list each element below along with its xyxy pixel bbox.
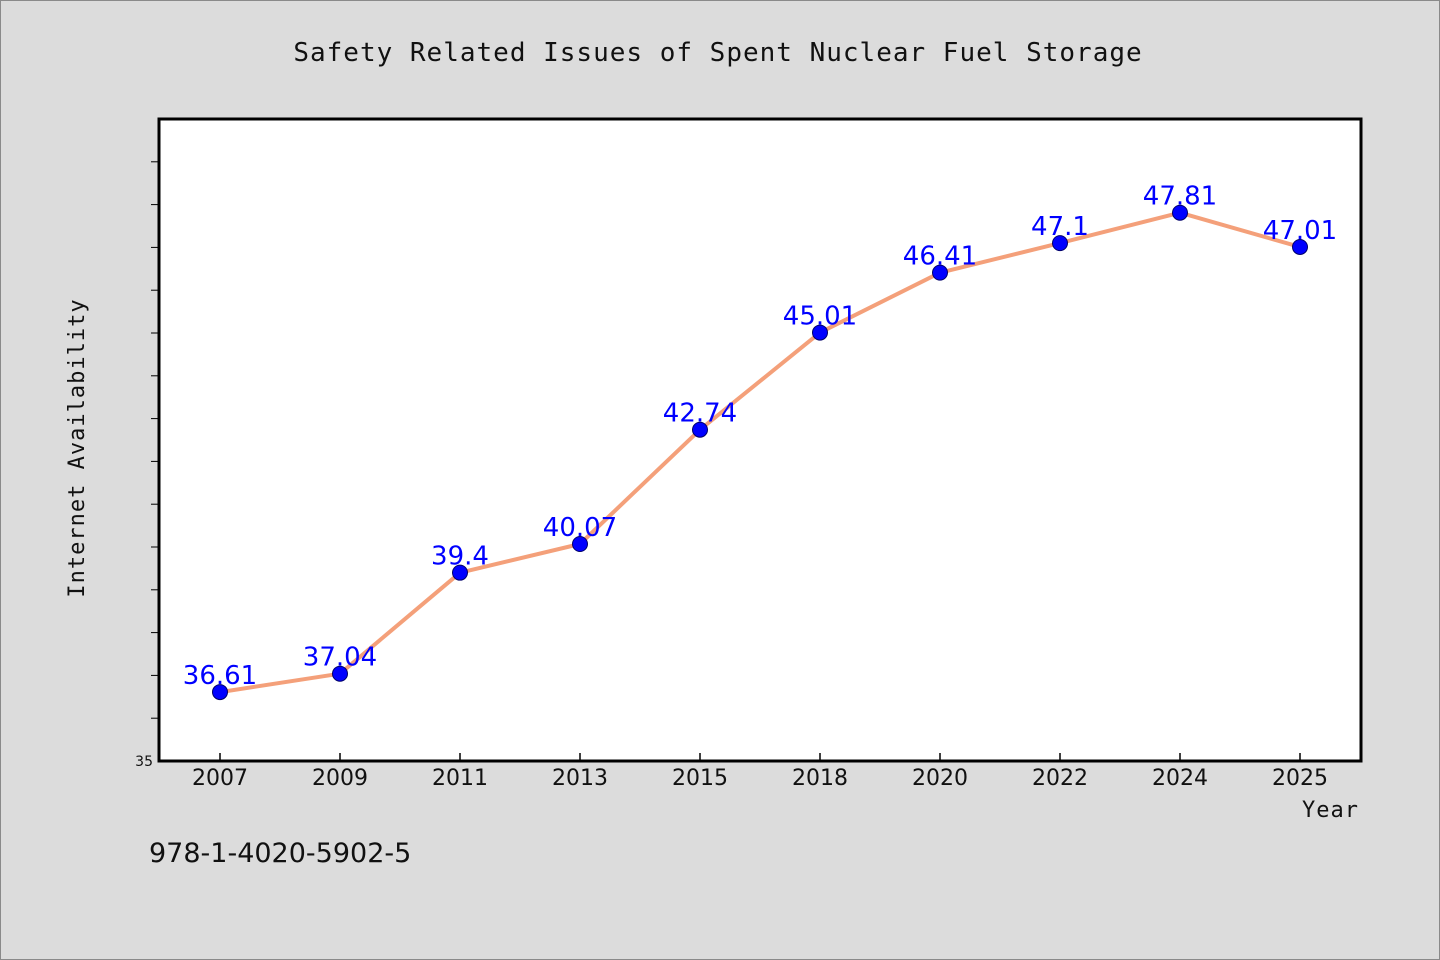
x-axis-title: Year xyxy=(1302,798,1359,823)
chart-title: Safety Related Issues of Spent Nuclear F… xyxy=(293,38,1142,68)
x-tick-label: 2018 xyxy=(792,766,848,791)
data-point xyxy=(212,684,228,701)
x-tick-label: 2020 xyxy=(912,766,968,791)
x-axis-ticks xyxy=(219,753,1301,762)
data-point xyxy=(692,421,708,438)
y-axis-title: Internet Availability xyxy=(65,298,90,597)
data-label: 39.4 xyxy=(431,542,489,572)
x-tick-label: 2011 xyxy=(432,766,488,791)
data-point xyxy=(332,665,348,682)
x-tick-label: 2024 xyxy=(1152,766,1208,791)
x-tick-label: 2022 xyxy=(1032,766,1088,791)
data-point xyxy=(1052,235,1068,252)
series-line xyxy=(218,210,1302,695)
x-tick-label: 2025 xyxy=(1272,766,1328,791)
data-point xyxy=(1172,204,1188,221)
y-axis-min-label: 35 xyxy=(135,754,153,770)
footer-isbn: 978-1-4020-5902-5 xyxy=(149,838,411,869)
data-point xyxy=(572,536,588,553)
x-tick-label: 2013 xyxy=(552,766,608,791)
data-point xyxy=(932,264,948,281)
data-label: 47.1 xyxy=(1031,212,1089,242)
data-label: 37.04 xyxy=(303,643,377,673)
y-axis-ticks xyxy=(151,161,159,719)
x-tick-label: 2007 xyxy=(192,766,248,791)
plot-area xyxy=(157,117,1363,763)
x-axis-tick-labels: 2007 2009 2011 2013 2015 2018 2020 2022 2024 2025 xyxy=(192,766,1328,791)
x-tick-label: 2015 xyxy=(672,766,728,791)
data-point xyxy=(812,324,828,341)
data-label: 45.01 xyxy=(783,302,857,332)
data-point xyxy=(1292,238,1308,255)
series-layer: 36.61 37.04 39.4 40.07 42.74 45.01 46.41 47.1 47… xyxy=(183,182,1337,701)
data-label: 46.41 xyxy=(903,242,977,272)
data-label: 42.74 xyxy=(663,399,737,429)
data-point xyxy=(452,564,468,581)
data-label: 36.61 xyxy=(183,661,257,691)
x-tick-label: 2009 xyxy=(312,766,368,791)
data-label: 47.81 xyxy=(1143,182,1217,212)
data-label: 47.01 xyxy=(1263,216,1337,246)
data-label: 40.07 xyxy=(543,513,617,543)
